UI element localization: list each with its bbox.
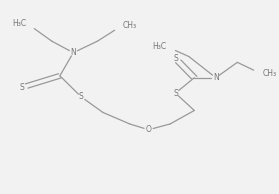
Text: S: S (20, 83, 25, 92)
Text: S: S (79, 93, 84, 101)
Text: N: N (70, 48, 76, 57)
Text: S: S (173, 89, 178, 98)
Text: N: N (213, 73, 219, 82)
Text: H₃C: H₃C (152, 42, 166, 51)
Text: CH₃: CH₃ (123, 21, 137, 30)
Text: S: S (173, 54, 178, 63)
Text: H₃C: H₃C (12, 19, 26, 28)
Text: CH₃: CH₃ (263, 69, 277, 78)
Text: O: O (146, 125, 151, 134)
